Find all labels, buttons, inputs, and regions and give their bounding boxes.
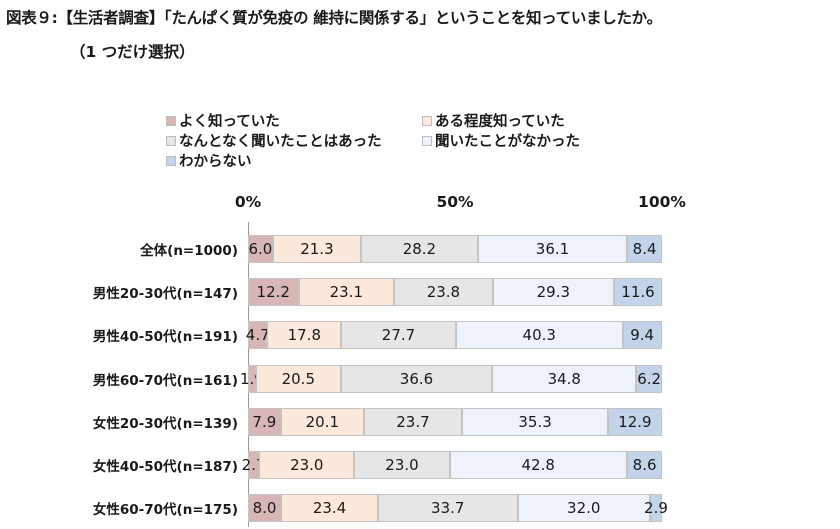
data-label: 23.8 (426, 283, 461, 302)
legend-label: 聞いたことがなかった (435, 134, 580, 150)
chart-subtitle: （1 つだけ選択） (70, 43, 195, 61)
bar-segment (462, 407, 609, 436)
bar-segment (377, 494, 518, 523)
chart-title: 図表９:【生活者調査】「たんぱく質が免疫の 維持に関係する」ということを知ってい… (6, 9, 662, 27)
data-label: 6.2 (637, 369, 662, 388)
bar-segment (248, 451, 260, 479)
data-label: 8.0 (252, 499, 277, 518)
legend-item: よく知っていた (166, 110, 280, 131)
data-label: 11.6 (621, 283, 655, 302)
bar-segment (363, 407, 463, 436)
bar-segment (298, 278, 395, 307)
legend-item: ある程度知っていた (422, 110, 565, 131)
data-label: 12.9 (618, 412, 652, 431)
bar-segment (626, 451, 663, 479)
category-label: 男性60-70代(n=161) (92, 372, 238, 389)
category-label: 男性40-50代(n=191) (92, 329, 238, 346)
bar-segment (281, 494, 378, 523)
bar-segment (636, 364, 662, 393)
legend-label: わからない (179, 154, 252, 170)
bar-segment (361, 235, 478, 263)
bar-segment (492, 364, 637, 393)
category-label: 男性20-30代(n=147) (92, 286, 238, 303)
data-label: 8.6 (632, 456, 657, 474)
bar-segment (613, 278, 662, 307)
data-label: 23.0 (290, 456, 324, 474)
legend-swatch (166, 155, 176, 166)
bar-segment (394, 278, 493, 307)
data-label: 4.7 (245, 326, 270, 345)
bar-segment (340, 364, 493, 393)
data-label: 20.1 (305, 412, 340, 431)
bar-segment (280, 407, 364, 436)
bar-segment (248, 364, 256, 393)
data-label: 7.9 (252, 412, 277, 431)
bar-segment (455, 321, 623, 350)
data-label: 27.7 (381, 326, 416, 345)
data-label: 23.1 (329, 283, 364, 302)
bar-segment (449, 451, 627, 479)
data-label: 23.7 (396, 412, 430, 431)
legend-item: わからない (166, 150, 252, 171)
legend-label: なんとなく聞いたことはあった (179, 134, 382, 150)
bar-segment (272, 235, 361, 263)
category-label: 女性40-50代(n=187) (92, 459, 238, 475)
legend-label: ある程度知っていた (435, 114, 565, 130)
data-label: 23.4 (312, 499, 347, 518)
bar-segment (622, 321, 662, 350)
bar-segment (248, 494, 282, 523)
bar-segment (492, 278, 614, 307)
data-label: 21.3 (300, 240, 334, 258)
bar-segment (248, 278, 299, 307)
legend-swatch (422, 135, 432, 146)
category-label: 女性60-70代(n=175) (92, 502, 238, 519)
data-label: 20.5 (281, 369, 315, 388)
data-label: 36.1 (535, 240, 570, 258)
bar-segment (477, 235, 628, 263)
bar-segment (354, 451, 450, 479)
bar-segment (255, 364, 341, 393)
data-label: 32.0 (567, 499, 601, 518)
x-tick-label: 100% (638, 193, 686, 211)
bar-segment (248, 321, 268, 350)
data-label: 8.4 (632, 240, 657, 258)
data-label: 36.6 (399, 369, 434, 388)
data-label: 35.3 (518, 412, 552, 431)
data-label: 33.7 (431, 499, 465, 518)
data-label: 12.2 (256, 283, 290, 302)
bar-segment (341, 321, 456, 350)
bar-segment (517, 494, 650, 523)
legend-swatch (166, 135, 176, 146)
data-label: 17.8 (287, 326, 321, 345)
x-tick-label: 50% (436, 193, 474, 211)
legend-item: 聞いたことがなかった (422, 130, 580, 151)
legend-label: よく知っていた (179, 114, 280, 130)
bar-segment (608, 407, 662, 436)
data-label: 2.9 (644, 499, 668, 518)
category-label: 全体(n=1000) (140, 243, 238, 259)
data-label: 42.8 (521, 456, 555, 474)
bar-segment (248, 407, 281, 436)
data-label: 28.2 (402, 240, 437, 258)
data-label: 34.8 (547, 369, 581, 388)
bar-segment (649, 494, 662, 523)
category-label: 女性20-30代(n=139) (92, 415, 238, 432)
x-tick-label: 0% (234, 193, 262, 211)
legend-item: なんとなく聞いたことはあった (166, 130, 382, 151)
bar-segment (259, 451, 355, 479)
data-label: 9.4 (630, 326, 655, 345)
legend-swatch (422, 115, 432, 126)
bar-segment (267, 321, 342, 350)
data-label: 29.3 (536, 283, 571, 302)
data-label: 6.0 (248, 240, 273, 258)
bar-segment (248, 235, 273, 263)
legend-swatch (166, 115, 176, 126)
data-label: 40.3 (522, 326, 556, 345)
bar-segment (627, 235, 662, 263)
data-label: 23.0 (385, 456, 419, 474)
